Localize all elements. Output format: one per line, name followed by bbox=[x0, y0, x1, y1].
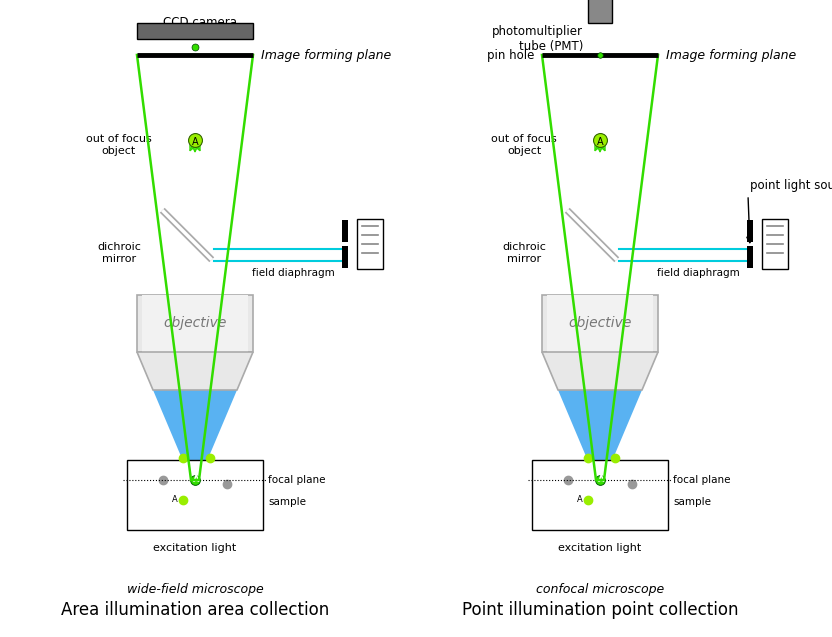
Text: excitation light: excitation light bbox=[153, 543, 236, 553]
Text: sample: sample bbox=[673, 497, 711, 507]
Bar bbox=[762, 219, 788, 269]
Text: Image forming plane: Image forming plane bbox=[261, 48, 391, 62]
Text: focal plane: focal plane bbox=[673, 475, 730, 485]
Polygon shape bbox=[153, 390, 237, 480]
Polygon shape bbox=[558, 390, 642, 480]
Text: Point illumination point collection: Point illumination point collection bbox=[462, 601, 738, 619]
Bar bbox=[342, 220, 348, 242]
Text: CCD camera: CCD camera bbox=[163, 16, 237, 29]
Text: A: A bbox=[597, 475, 604, 484]
Text: wide-field microscope: wide-field microscope bbox=[126, 583, 264, 596]
Text: out of focus
object: out of focus object bbox=[491, 134, 557, 156]
Text: out of focus
object: out of focus object bbox=[87, 134, 152, 156]
Text: A: A bbox=[172, 495, 178, 504]
Bar bbox=[137, 23, 253, 39]
Bar bbox=[127, 460, 263, 530]
Polygon shape bbox=[558, 480, 642, 530]
Bar bbox=[747, 246, 753, 268]
Text: A: A bbox=[597, 137, 603, 147]
Text: dichroic
mirror: dichroic mirror bbox=[97, 242, 141, 264]
Text: objective: objective bbox=[163, 317, 226, 331]
Bar bbox=[532, 460, 668, 530]
Text: A: A bbox=[193, 475, 199, 484]
Polygon shape bbox=[137, 352, 253, 390]
Text: confocal microscope: confocal microscope bbox=[536, 583, 664, 596]
Text: pin hole: pin hole bbox=[487, 48, 534, 62]
Text: Area illumination area collection: Area illumination area collection bbox=[61, 601, 329, 619]
Text: point light source: point light source bbox=[750, 178, 832, 192]
Text: dichroic
mirror: dichroic mirror bbox=[502, 242, 546, 264]
Bar bbox=[142, 295, 248, 352]
Bar bbox=[137, 295, 253, 352]
Text: focal plane: focal plane bbox=[268, 475, 325, 485]
Bar bbox=[588, 0, 612, 23]
Text: field diaphragm: field diaphragm bbox=[657, 268, 740, 278]
Polygon shape bbox=[153, 480, 237, 530]
Text: A: A bbox=[577, 495, 583, 504]
Text: excitation light: excitation light bbox=[558, 543, 641, 553]
Bar bbox=[542, 295, 658, 352]
Text: Image forming plane: Image forming plane bbox=[666, 48, 796, 62]
Bar bbox=[357, 219, 383, 269]
Text: field diaphragm: field diaphragm bbox=[252, 268, 335, 278]
Bar bbox=[747, 220, 753, 242]
Bar bbox=[547, 295, 653, 352]
Text: A: A bbox=[191, 137, 198, 147]
Text: sample: sample bbox=[268, 497, 306, 507]
Bar bbox=[342, 246, 348, 268]
Polygon shape bbox=[542, 352, 658, 390]
Text: objective: objective bbox=[568, 317, 631, 331]
Text: photomultiplier
tube (PMT): photomultiplier tube (PMT) bbox=[492, 25, 583, 53]
